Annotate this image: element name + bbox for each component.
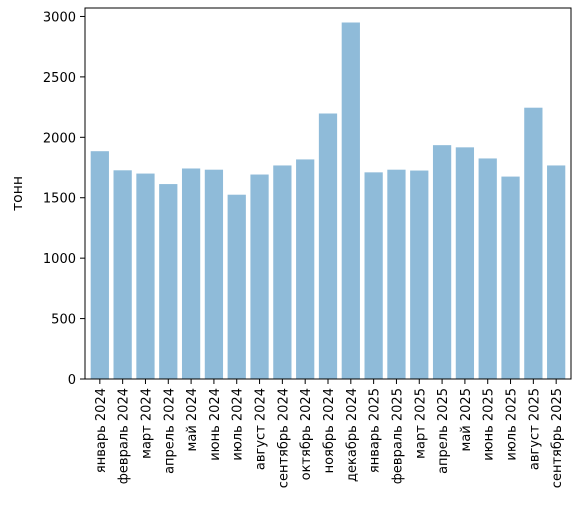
x-tick-label: декабрь 2024 [345,388,360,482]
x-axis: январь 2024 февраль 2024 март 2024 апрель 2… [94,379,565,488]
bar [182,168,200,379]
bar [159,184,177,379]
x-tick-label: ноябрь 2024 [322,388,337,473]
bar [342,23,360,380]
bar [114,170,132,379]
x-tick-label: март 2024 [139,388,154,459]
x-tick-label: январь 2025 [368,388,383,473]
x-tick-label: март 2025 [413,388,428,459]
x-tick-label: сентябрь 2025 [550,388,565,488]
y-tick-label: 2500 [43,71,76,86]
bar [273,165,291,379]
y-axis-label: тонн [10,176,26,211]
bar [547,165,565,379]
x-tick-label: февраль 2025 [390,388,405,484]
y-tick-label: 1500 [43,192,76,207]
bar [410,171,428,379]
bar-series [91,23,566,380]
bar [456,147,474,379]
y-tick-label: 3000 [43,10,76,25]
x-tick-label: август 2025 [527,388,542,470]
x-tick-label: апрель 2024 [162,388,177,474]
bar [91,151,109,379]
bar [319,114,337,380]
bar [433,145,451,379]
x-tick-label: сентябрь 2024 [276,388,291,488]
x-tick-label: май 2024 [185,388,200,451]
bar [250,175,268,379]
bar [228,195,246,379]
x-tick-label: январь 2024 [94,388,109,473]
bar [296,159,314,379]
bar [387,170,405,379]
x-tick-label: апрель 2025 [436,388,451,474]
x-tick-label: июль 2025 [505,388,520,461]
bar [205,170,223,379]
y-tick-label: 2000 [43,131,76,146]
x-tick-label: август 2024 [254,388,269,470]
y-tick-label: 500 [51,313,76,328]
bar [365,172,383,379]
x-tick-label: февраль 2024 [117,388,132,484]
bar [524,108,542,379]
x-tick-label: октябрь 2024 [299,388,314,480]
x-tick-label: май 2025 [459,388,474,451]
x-tick-label: июнь 2025 [482,388,497,461]
bar [479,158,497,379]
y-tick-label: 0 [68,373,76,388]
bar [136,174,154,379]
x-tick-label: июль 2024 [231,388,246,461]
bar [501,177,519,379]
y-tick-label: 1000 [43,252,76,267]
x-tick-label: июнь 2024 [208,388,223,461]
y-axis: 0 500 1000 1500 2000 2500 3000 [43,10,85,388]
